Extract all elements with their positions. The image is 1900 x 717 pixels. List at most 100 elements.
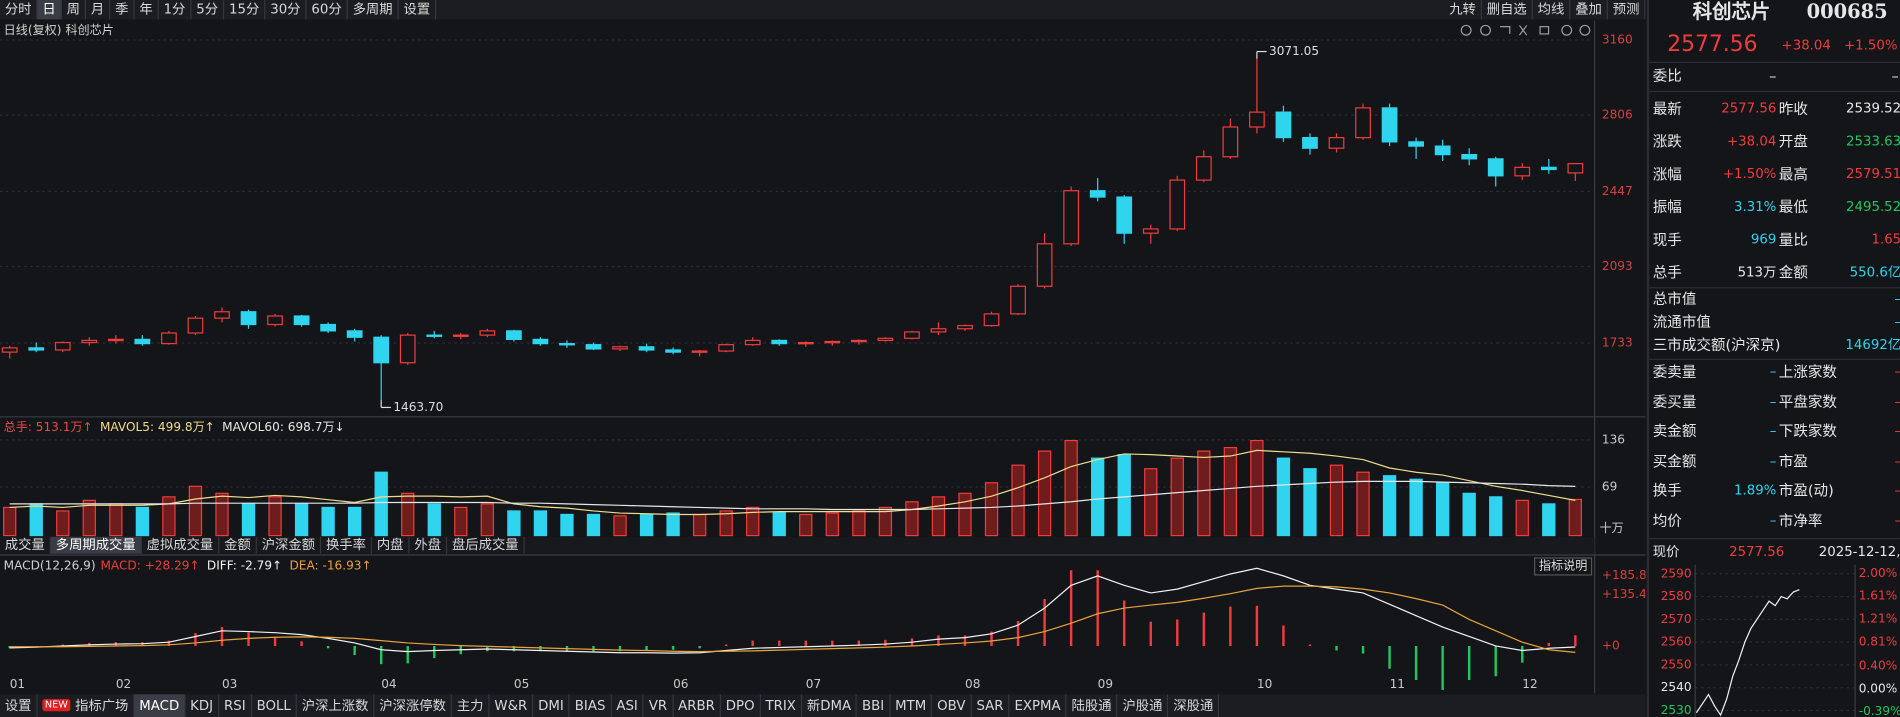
volume-bar — [560, 513, 574, 537]
volume-tab[interactable]: 盘后成交量 — [447, 536, 525, 554]
indicator-tab[interactable]: ASI — [612, 694, 644, 717]
row-value: 2579.51 — [1846, 166, 1900, 182]
volume-tab[interactable]: 金额 — [219, 536, 257, 554]
period-tab[interactable]: 设置 — [399, 0, 437, 20]
indicator-tab[interactable]: 主力 — [452, 694, 490, 717]
period-tab[interactable]: 5分 — [191, 0, 225, 20]
row-label: 卖金额 — [1652, 423, 1697, 441]
volume-tab[interactable]: 虚拟成交量 — [142, 536, 220, 554]
period-tab[interactable]: 15分 — [224, 0, 266, 20]
candle-body — [1169, 179, 1186, 230]
period-tab[interactable]: 年 — [134, 0, 159, 20]
indicator-tab[interactable]: EXPMA — [1010, 694, 1067, 717]
indicator-tab[interactable]: DPO — [721, 694, 761, 717]
volume-bar — [1542, 503, 1556, 537]
period-tab[interactable]: 季 — [110, 0, 135, 20]
y2-tick-label: 1.21% — [1859, 612, 1897, 626]
row-value: 2495.52 — [1846, 198, 1900, 215]
period-tab[interactable]: 周 — [62, 0, 87, 20]
volume-bar — [1409, 478, 1423, 537]
indicator-tab[interactable]: W&R — [490, 694, 534, 717]
indicator-tab[interactable]: ARBR — [673, 694, 721, 717]
volume-bar — [1170, 457, 1184, 537]
toolbar: 分时日周月季年 1分 5分 15分 30分 60分 多周期 设置 九转 删自选 均线 叠加 预测 — [0, 0, 1646, 20]
candle-body — [373, 336, 390, 364]
candle-body — [187, 317, 204, 334]
candle-body — [28, 347, 45, 351]
row-label: 金额 — [1778, 264, 1808, 282]
indicator-tab[interactable]: OBV — [932, 694, 972, 717]
tool-button[interactable]: 均线 — [1533, 0, 1571, 20]
separator — [1649, 287, 1900, 289]
period-tab[interactable]: 日 — [37, 0, 62, 20]
quote-panel: 科创芯片 000685 2577.56 +38.04 +1.50% 委比 – – 最新 2577.… — [1646, 0, 1900, 717]
volume-tab[interactable]: 换手率 — [321, 536, 372, 554]
volume-tab[interactable]: 内盘 — [372, 536, 410, 554]
indicator-tab[interactable]: 深股通 — [1168, 694, 1220, 717]
volume-tab[interactable]: 成交量 — [0, 536, 51, 554]
candle-body — [1036, 243, 1053, 287]
candle-body — [1116, 196, 1133, 234]
period-tab[interactable]: 月 — [86, 0, 111, 20]
candle-body — [81, 339, 98, 344]
tool-button[interactable]: 删自选 — [1482, 0, 1533, 20]
period-tab[interactable]: 30分 — [265, 0, 307, 20]
y-tick-label: 2550 — [1661, 657, 1692, 671]
x-tick-label: 03 — [222, 677, 237, 691]
y-tick-label: +0 — [1602, 638, 1620, 652]
row-value: – — [1855, 392, 1899, 411]
indicator-tab[interactable]: BOLL — [252, 694, 297, 717]
indicator-tab[interactable]: SAR — [972, 694, 1010, 717]
indicator-tab[interactable]: 陆股通 — [1067, 694, 1118, 717]
row-value: 1.65 — [1871, 231, 1900, 248]
period-tab[interactable]: 分时 — [0, 0, 38, 20]
x-tick-label: 11 — [1390, 677, 1405, 691]
indicator-tab[interactable]: 沪股通 — [1118, 694, 1169, 717]
indicator-tab[interactable]: KDJ — [185, 694, 220, 717]
indicator-tab[interactable]: RSI — [219, 694, 252, 717]
indicator-tab[interactable]: TRIX — [761, 694, 803, 717]
period-tab[interactable]: 多周期 — [348, 0, 399, 20]
indicator-tab[interactable]: 设置 — [0, 694, 38, 717]
volume-tab[interactable]: 沪深金额 — [257, 536, 322, 554]
indicator-tab[interactable]: MACD — [134, 694, 186, 717]
indicator-tab[interactable]: BIAS — [570, 694, 612, 717]
indicator-line — [9, 585, 1576, 653]
volume-bar — [984, 482, 999, 537]
volume-bar — [401, 492, 415, 537]
row-label: 涨幅 — [1652, 166, 1682, 183]
indicator-tab[interactable]: DMI — [533, 694, 570, 717]
indicator-tab[interactable]: MTM — [890, 694, 933, 717]
indicator-tab[interactable]: 沪深涨停数 — [374, 694, 453, 717]
candle-body — [479, 330, 496, 336]
indicator-tab[interactable]: BBI — [857, 694, 891, 717]
volume-tab[interactable]: 多周期成交量 — [50, 536, 142, 554]
row-value: – — [1769, 452, 1777, 469]
tool-button[interactable]: 九转 — [1444, 0, 1482, 20]
indicator-help-button[interactable]: 指标说明 — [1534, 557, 1593, 576]
indicator-tab[interactable]: 指标广场 — [70, 694, 135, 717]
period-tab[interactable]: 1分 — [159, 0, 192, 20]
row-label: 最低 — [1778, 198, 1808, 216]
volume-bar — [1250, 439, 1264, 537]
volume-bar — [905, 501, 919, 537]
x-tick-label: 09 — [1098, 677, 1113, 691]
row-label: 均价 — [1652, 512, 1682, 530]
indicator-tab[interactable]: 沪深上涨数 — [297, 694, 375, 717]
unit-label: 十万 — [1599, 521, 1623, 535]
legend-text: 总手: 513.1万↑ — [4, 420, 93, 434]
indicator-tab[interactable]: 新DMA — [802, 694, 858, 717]
indicator-tab[interactable]: VR — [644, 694, 674, 717]
candle-body — [1381, 107, 1398, 143]
volume-bar — [1356, 471, 1370, 537]
tool-button[interactable]: 预测 — [1608, 0, 1646, 20]
volume-bar — [1303, 468, 1317, 537]
y-tick-label: 69 — [1602, 480, 1617, 494]
tool-button[interactable]: 叠加 — [1570, 0, 1608, 20]
y-tick-label: 1733 — [1602, 335, 1633, 349]
row-label: 市净率 — [1778, 512, 1823, 530]
period-tab[interactable]: 60分 — [307, 0, 348, 20]
volume-tab[interactable]: 外盘 — [410, 536, 448, 554]
candle-body — [452, 334, 469, 337]
y2-tick-label: 0.81% — [1859, 635, 1897, 649]
